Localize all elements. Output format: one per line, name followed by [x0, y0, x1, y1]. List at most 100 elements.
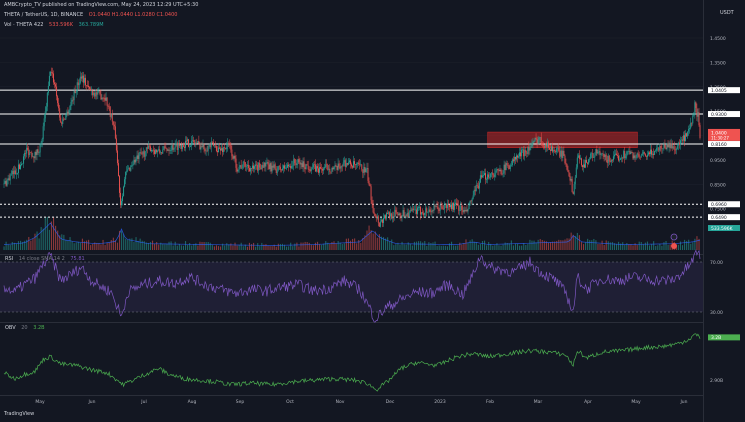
candle-body — [59, 108, 61, 118]
candle-body — [367, 168, 369, 181]
candle-body — [428, 209, 430, 213]
volume-bar — [236, 245, 238, 250]
obv-label[interactable]: OBV — [5, 325, 16, 331]
volume-bar — [253, 242, 255, 250]
volume-bar — [523, 243, 525, 250]
candle-body — [101, 97, 103, 100]
volume-bar — [366, 230, 368, 250]
volume-bar — [259, 246, 261, 250]
candle-body — [341, 165, 343, 167]
candle-body — [237, 169, 239, 172]
volume-bar — [22, 241, 24, 250]
volume-bar — [65, 240, 67, 250]
candle-body — [607, 155, 609, 164]
current-price-tag[interactable] — [708, 128, 740, 141]
candle-body — [50, 71, 52, 73]
candle-body — [564, 155, 566, 164]
candle-body — [364, 167, 366, 173]
candle-body — [134, 159, 136, 163]
candle-body — [94, 92, 96, 97]
symbol-label[interactable]: THETA / TetherUS, 1D, BINANCE — [4, 12, 84, 18]
candle-body — [176, 143, 178, 150]
candle-body — [135, 158, 137, 163]
volume-bar — [321, 244, 323, 250]
candle-body — [290, 165, 292, 169]
candle-body — [686, 133, 688, 137]
candle-body — [302, 161, 304, 168]
volume-bar — [209, 242, 211, 250]
candle-body — [166, 148, 168, 151]
volume-label[interactable]: Vol · THETA 422 — [4, 22, 44, 28]
volume-bar — [560, 240, 562, 250]
candle-body — [23, 156, 25, 164]
time-tick-label: Dec — [386, 399, 395, 405]
candle-body — [626, 151, 628, 157]
candle-body — [240, 165, 242, 169]
volume-bar — [75, 242, 77, 250]
candle-body — [139, 152, 141, 154]
candle-body — [47, 85, 49, 93]
candle-body — [352, 166, 353, 168]
candle-body — [491, 172, 493, 174]
volume-bar — [692, 242, 694, 250]
volume-bar — [570, 232, 572, 250]
candle-body — [215, 146, 217, 151]
candle-body — [464, 209, 466, 212]
candle-body — [598, 151, 600, 153]
candle-body — [257, 165, 259, 171]
candle-body — [251, 167, 252, 169]
candle-body — [550, 149, 551, 151]
tradingview-footer[interactable]: TradingView — [4, 411, 35, 417]
candle-body — [278, 166, 280, 167]
volume-bar — [184, 241, 187, 250]
level-tag — [708, 201, 740, 208]
rsi-header: RSI 14 close SMA 14 2 75.81 — [5, 256, 89, 262]
volume-bar — [116, 242, 119, 250]
volume-bar — [174, 241, 176, 250]
candle-body — [202, 144, 204, 148]
candle-body — [492, 172, 494, 175]
volume-bar — [40, 227, 42, 250]
candle-body — [683, 135, 684, 141]
volume-bar — [96, 242, 98, 250]
candle-body — [577, 155, 579, 158]
volume-bar — [448, 243, 451, 250]
candle-body — [100, 93, 102, 100]
supply-zone[interactable] — [487, 131, 638, 148]
candle-body — [391, 213, 393, 219]
volume-bar — [500, 245, 502, 250]
volume-bar — [467, 242, 469, 250]
candle-body — [41, 139, 43, 143]
candle-body — [371, 200, 373, 205]
rsi-label[interactable]: RSI — [5, 256, 14, 262]
volume-bar — [486, 245, 488, 250]
volume-bar — [552, 241, 554, 250]
candle-body — [106, 97, 108, 106]
volume-bar — [329, 243, 331, 250]
price-tick-label: 0.7500 — [710, 207, 726, 213]
volume-bar — [638, 241, 640, 250]
candle-body — [255, 164, 257, 167]
candle-body — [293, 159, 295, 166]
candle-body — [141, 153, 143, 155]
candle-body — [279, 166, 281, 170]
alert-badge-icon[interactable] — [671, 243, 677, 249]
volume-bar — [71, 241, 73, 250]
candle-body — [64, 119, 66, 120]
candle-body — [223, 147, 225, 153]
candle-body — [671, 143, 673, 149]
info-badge-icon[interactable] — [670, 233, 678, 241]
candle-body — [520, 152, 522, 157]
candle-body — [197, 141, 199, 144]
volume-bar — [568, 238, 570, 250]
candle-body — [447, 204, 449, 206]
candle-body — [511, 159, 513, 165]
volume-bar — [368, 225, 370, 250]
volume-bar — [110, 240, 112, 250]
level-tag-label: 1.0405 — [711, 88, 727, 94]
candle-body — [188, 139, 190, 147]
candle-body — [668, 142, 670, 148]
candle-body — [437, 206, 439, 210]
volume-bar — [611, 242, 613, 250]
